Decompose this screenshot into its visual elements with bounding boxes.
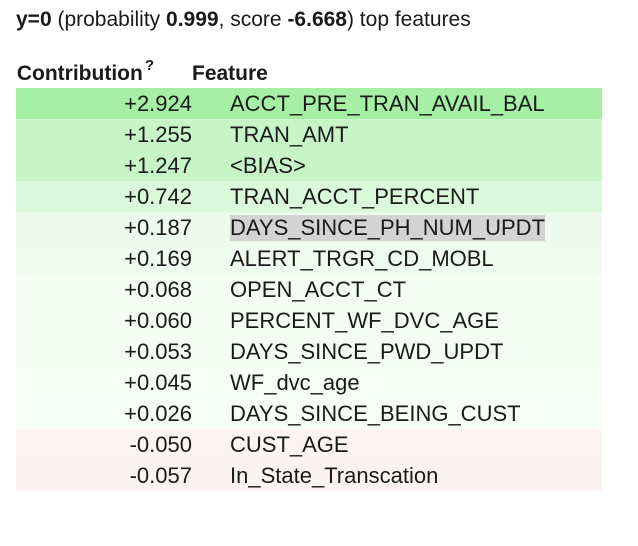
contribution-value: +0.045 [124,369,192,395]
contribution-help-icon[interactable]: ? [144,57,154,74]
feature-name: DAYS_SINCE_PH_NUM_UPDT [230,214,546,241]
table-row: +2.924 ACCT_PRE_TRAN_AVAIL_BAL [16,88,602,119]
table-row: +1.255 TRAN_AMT [16,119,602,150]
score-prefix: , score [218,8,288,31]
table-row: +0.045 WF_dvc_age [16,367,602,398]
contribution-value: -0.057 [129,462,192,488]
table-row: +0.060 PERCENT_WF_DVC_AGE [16,305,602,336]
table-row: +0.187 DAYS_SINCE_PH_NUM_UPDT [16,212,602,243]
table-row: +1.247 <BIAS> [16,150,602,181]
feature-name: TRAN_AMT [230,121,349,147]
table-row: -0.057 In_State_Transcation [16,460,602,491]
feature-name: CUST_AGE [230,431,349,457]
feature-name: DAYS_SINCE_PWD_UPDT [230,338,504,364]
contribution-value: +0.060 [124,307,192,333]
score-value: -6.668 [287,8,347,31]
contribution-value: +0.068 [124,276,192,302]
feature-name: OPEN_ACCT_CT [230,276,407,302]
feature-name: TRAN_ACCT_PERCENT [230,183,480,209]
feature-name: DAYS_SINCE_BEING_CUST [230,400,521,426]
feature-weights-table: Contribution? Feature +2.924 ACCT_PRE_TRA… [16,54,602,491]
contribution-value: +1.255 [124,121,192,147]
feature-name: WF_dvc_age [230,369,360,395]
table-row: +0.068 OPEN_ACCT_CT [16,274,602,305]
table-header: Contribution? Feature [16,54,602,86]
contribution-value: +2.924 [124,90,192,116]
table-row: +0.026 DAYS_SINCE_BEING_CUST [16,398,602,429]
table-row: +0.169 ALERT_TRGR_CD_MOBL [16,243,602,274]
contribution-value: -0.050 [129,431,192,457]
probability-value: 0.999 [166,8,219,31]
table-row: +0.742 TRAN_ACCT_PERCENT [16,181,602,212]
explanation-header: y=0 (probability 0.999, score -6.668) to… [16,8,471,32]
contribution-value: +0.187 [124,214,192,240]
feature-name: In_State_Transcation [230,462,439,488]
contribution-value: +1.247 [124,152,192,178]
feature-name: ALERT_TRGR_CD_MOBL [230,245,494,271]
table-body: +2.924 ACCT_PRE_TRAN_AVAIL_BAL +1.255 TRAN_… [16,88,602,491]
table-row: +0.053 DAYS_SINCE_PWD_UPDT [16,336,602,367]
feature-name: <BIAS> [230,152,306,178]
contribution-value: +0.053 [124,338,192,364]
feature-name: PERCENT_WF_DVC_AGE [230,307,499,333]
feature-column-header: Feature [192,62,268,85]
contribution-header-label: Contribution [16,62,143,85]
target-label: y=0 [16,8,52,31]
header-suffix: ) top features [346,8,471,31]
feature-name: ACCT_PRE_TRAN_AVAIL_BAL [230,90,545,116]
contribution-column-header: Contribution? [16,57,192,86]
contribution-value: +0.026 [124,400,192,426]
table-row: -0.050 CUST_AGE [16,429,602,460]
contribution-value: +0.169 [124,245,192,271]
probability-prefix: (probability [51,8,167,31]
contribution-value: +0.742 [124,183,192,209]
